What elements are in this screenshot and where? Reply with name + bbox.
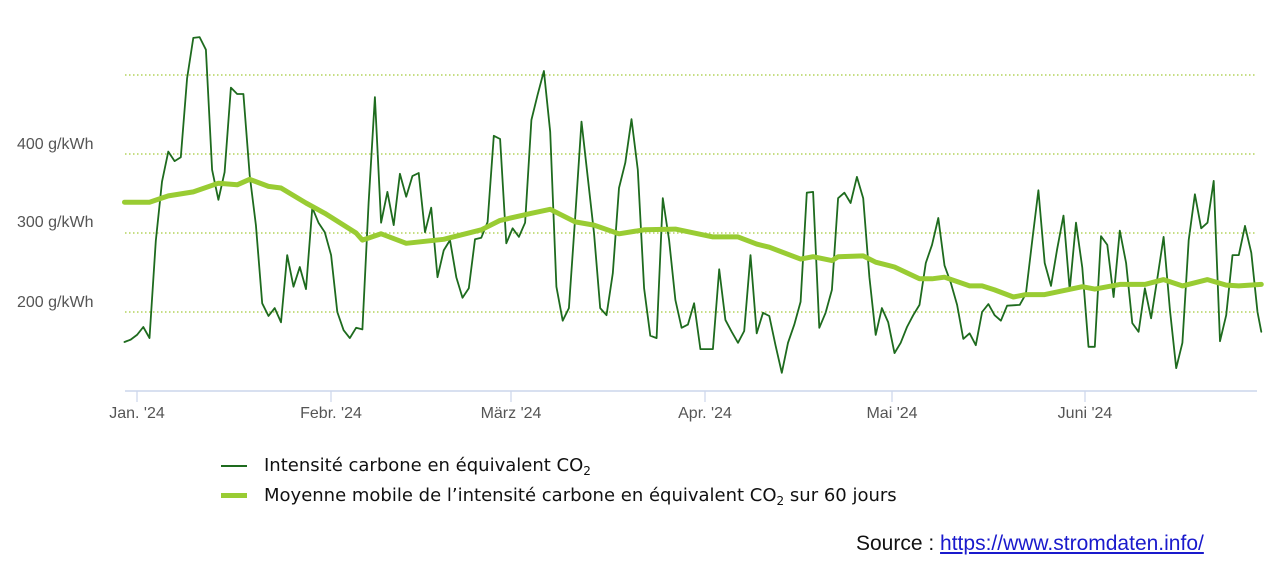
x-tick-label-may: Mai '24 (866, 405, 918, 422)
source-citation: Source : https://www.stromdaten.info/ (856, 532, 1204, 556)
source-label: Source : (856, 532, 941, 555)
series-line-moving-average (122, 176, 1264, 300)
legend-item-carbon-intensity: Intensité carbone en équivalent CO2 (221, 455, 591, 478)
x-tick-label-mar: März '24 (480, 405, 542, 422)
legend-swatch-light-green (221, 493, 247, 498)
gridlines (125, 74, 1257, 313)
series-line-carbon-intensity (123, 36, 1263, 374)
x-tick-label-feb: Febr. '24 (300, 405, 362, 422)
legend-label: Moyenne mobile de l’intensité carbone en… (264, 485, 897, 508)
legend-swatch-dark-green (221, 464, 247, 467)
source-link[interactable]: https://www.stromdaten.info/ (940, 532, 1204, 555)
y-tick-label-200: 200 g/kWh (17, 294, 94, 311)
legend-label: Intensité carbone en équivalent CO2 (264, 455, 591, 478)
x-tick-label-apr: Apr. '24 (678, 405, 732, 422)
chart-plot-area (122, 36, 1264, 402)
y-tick-label-400: 400 g/kWh (17, 136, 94, 153)
x-tick-label-jun: Juni '24 (1057, 405, 1113, 422)
legend-item-moving-average: Moyenne mobile de l’intensité carbone en… (221, 485, 897, 508)
x-axis-ticks (136, 391, 1086, 402)
x-tick-label-jan: Jan. '24 (109, 405, 165, 422)
y-tick-label-300: 300 g/kWh (17, 214, 94, 231)
